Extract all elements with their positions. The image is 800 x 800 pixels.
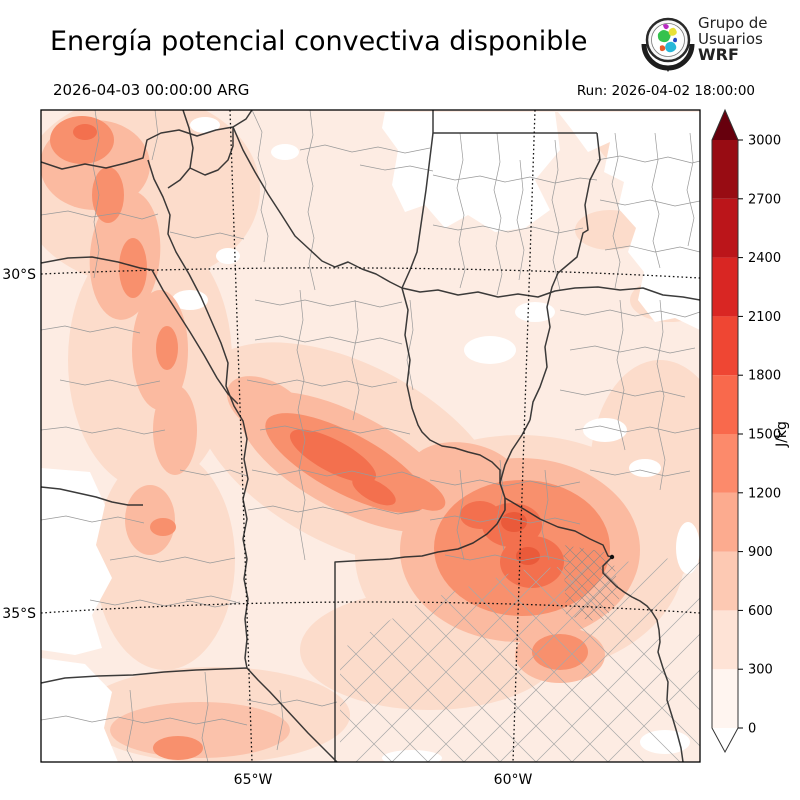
map-frame bbox=[40, 109, 701, 763]
metro-mesh bbox=[563, 545, 620, 622]
department-boundaries bbox=[41, 110, 700, 762]
logo-text: Grupo de Usuarios WRF bbox=[698, 14, 768, 64]
colorbar-tick-labels: 3000 2700 2400 2100 1800 1500 1200 900 6… bbox=[748, 134, 781, 737]
run-time-label: Run: 2026-04-02 18:00:00 bbox=[576, 83, 755, 99]
svg-text:600: 600 bbox=[748, 604, 773, 619]
colorbar-over-arrow bbox=[712, 110, 738, 140]
logo-line2: Usuarios bbox=[698, 29, 763, 48]
svg-text:900: 900 bbox=[748, 545, 773, 560]
svg-text:1800: 1800 bbox=[748, 369, 781, 384]
lon-label-65w: 65°W bbox=[234, 772, 273, 788]
logo-line1: Grupo de bbox=[698, 14, 768, 32]
gridline-60w bbox=[512, 110, 536, 762]
page-title: Energía potencial convectiva disponible bbox=[50, 26, 588, 57]
department-lattice bbox=[340, 556, 700, 762]
lon-label-60w: 60°W bbox=[494, 772, 533, 788]
colorbar-ticks bbox=[738, 139, 743, 729]
logo-emblem-icon bbox=[641, 17, 695, 72]
graticule bbox=[41, 110, 700, 762]
lat-label-35s: 35°S bbox=[2, 606, 36, 622]
svg-text:1200: 1200 bbox=[748, 486, 781, 501]
svg-text:1500: 1500 bbox=[748, 428, 781, 443]
svg-text:3000: 3000 bbox=[748, 134, 781, 149]
svg-text:300: 300 bbox=[748, 663, 773, 678]
svg-text:0: 0 bbox=[748, 722, 756, 737]
svg-text:2100: 2100 bbox=[748, 310, 781, 325]
colorbar-under-arrow bbox=[712, 728, 738, 752]
valid-time-label: 2026-04-03 00:00:00 ARG bbox=[53, 81, 250, 99]
svg-text:2700: 2700 bbox=[748, 192, 781, 207]
colorbar-units-label: J/kg bbox=[774, 421, 790, 448]
wrf-users-group-logo: Grupo de Usuarios WRF bbox=[640, 10, 790, 72]
svg-text:2400: 2400 bbox=[748, 251, 781, 266]
colorbar-segments bbox=[712, 140, 738, 728]
logo-line3: WRF bbox=[698, 45, 739, 64]
cape-field bbox=[41, 110, 700, 762]
lat-label-30s: 30°S bbox=[2, 267, 36, 283]
city-marker bbox=[609, 554, 615, 560]
gridline-65w bbox=[229, 110, 253, 762]
colorbar: 3000 2700 2400 2100 1800 1500 1200 900 6… bbox=[711, 108, 790, 754]
cape-zero-areas bbox=[41, 112, 700, 762]
